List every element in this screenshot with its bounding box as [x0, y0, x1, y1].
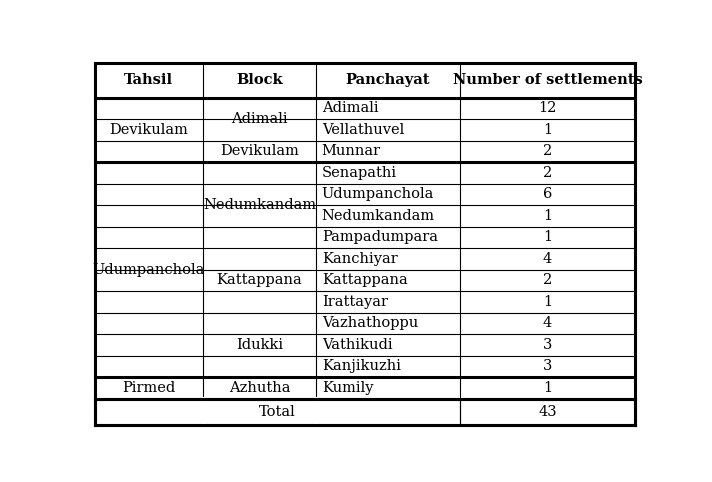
Text: Senapathi: Senapathi [322, 166, 397, 180]
Text: Pirmed: Pirmed [122, 381, 175, 395]
Text: Kattappana: Kattappana [216, 273, 303, 287]
Text: Azhutha: Azhutha [229, 381, 290, 395]
Text: Kattappana: Kattappana [322, 273, 407, 287]
Text: 1: 1 [543, 295, 552, 309]
Text: Total: Total [258, 405, 295, 419]
Text: 43: 43 [538, 405, 557, 419]
Text: Devikulam: Devikulam [109, 123, 188, 137]
Text: Idukki: Idukki [236, 338, 283, 352]
Text: Kanjikuzhi: Kanjikuzhi [322, 359, 401, 373]
Text: Vellathuvel: Vellathuvel [322, 123, 404, 137]
Text: 3: 3 [543, 359, 552, 373]
Text: Udumpanchola: Udumpanchola [322, 187, 434, 201]
Text: Kumily: Kumily [322, 381, 373, 395]
Text: Tahsil: Tahsil [124, 73, 173, 87]
Text: Kanchiyar: Kanchiyar [322, 252, 397, 266]
Text: 12: 12 [538, 101, 557, 115]
Text: Munnar: Munnar [322, 144, 381, 158]
Text: Vazhathoppu: Vazhathoppu [322, 316, 418, 330]
Text: Vathikudi: Vathikudi [322, 338, 392, 352]
Text: Number of settlements: Number of settlements [453, 73, 642, 87]
Text: Pampadumpara: Pampadumpara [322, 230, 438, 244]
Text: 1: 1 [543, 123, 552, 137]
Text: Nedumkandam: Nedumkandam [203, 198, 316, 212]
Text: Nedumkandam: Nedumkandam [322, 209, 435, 223]
Text: 4: 4 [543, 252, 552, 266]
Text: 2: 2 [543, 144, 552, 158]
Text: Adimali: Adimali [322, 101, 378, 115]
Text: 3: 3 [543, 338, 552, 352]
Text: Devikulam: Devikulam [220, 144, 299, 158]
Text: 2: 2 [543, 273, 552, 287]
Text: 1: 1 [543, 209, 552, 223]
Text: 2: 2 [543, 166, 552, 180]
Text: 6: 6 [543, 187, 552, 201]
Text: 1: 1 [543, 381, 552, 395]
Text: Udumpanchola: Udumpanchola [93, 263, 205, 277]
Text: Block: Block [236, 73, 283, 87]
Text: Irattayar: Irattayar [322, 295, 388, 309]
Text: Panchayat: Panchayat [345, 73, 430, 87]
Text: 4: 4 [543, 316, 552, 330]
Text: 1: 1 [543, 230, 552, 244]
Text: Adimali: Adimali [231, 112, 288, 126]
